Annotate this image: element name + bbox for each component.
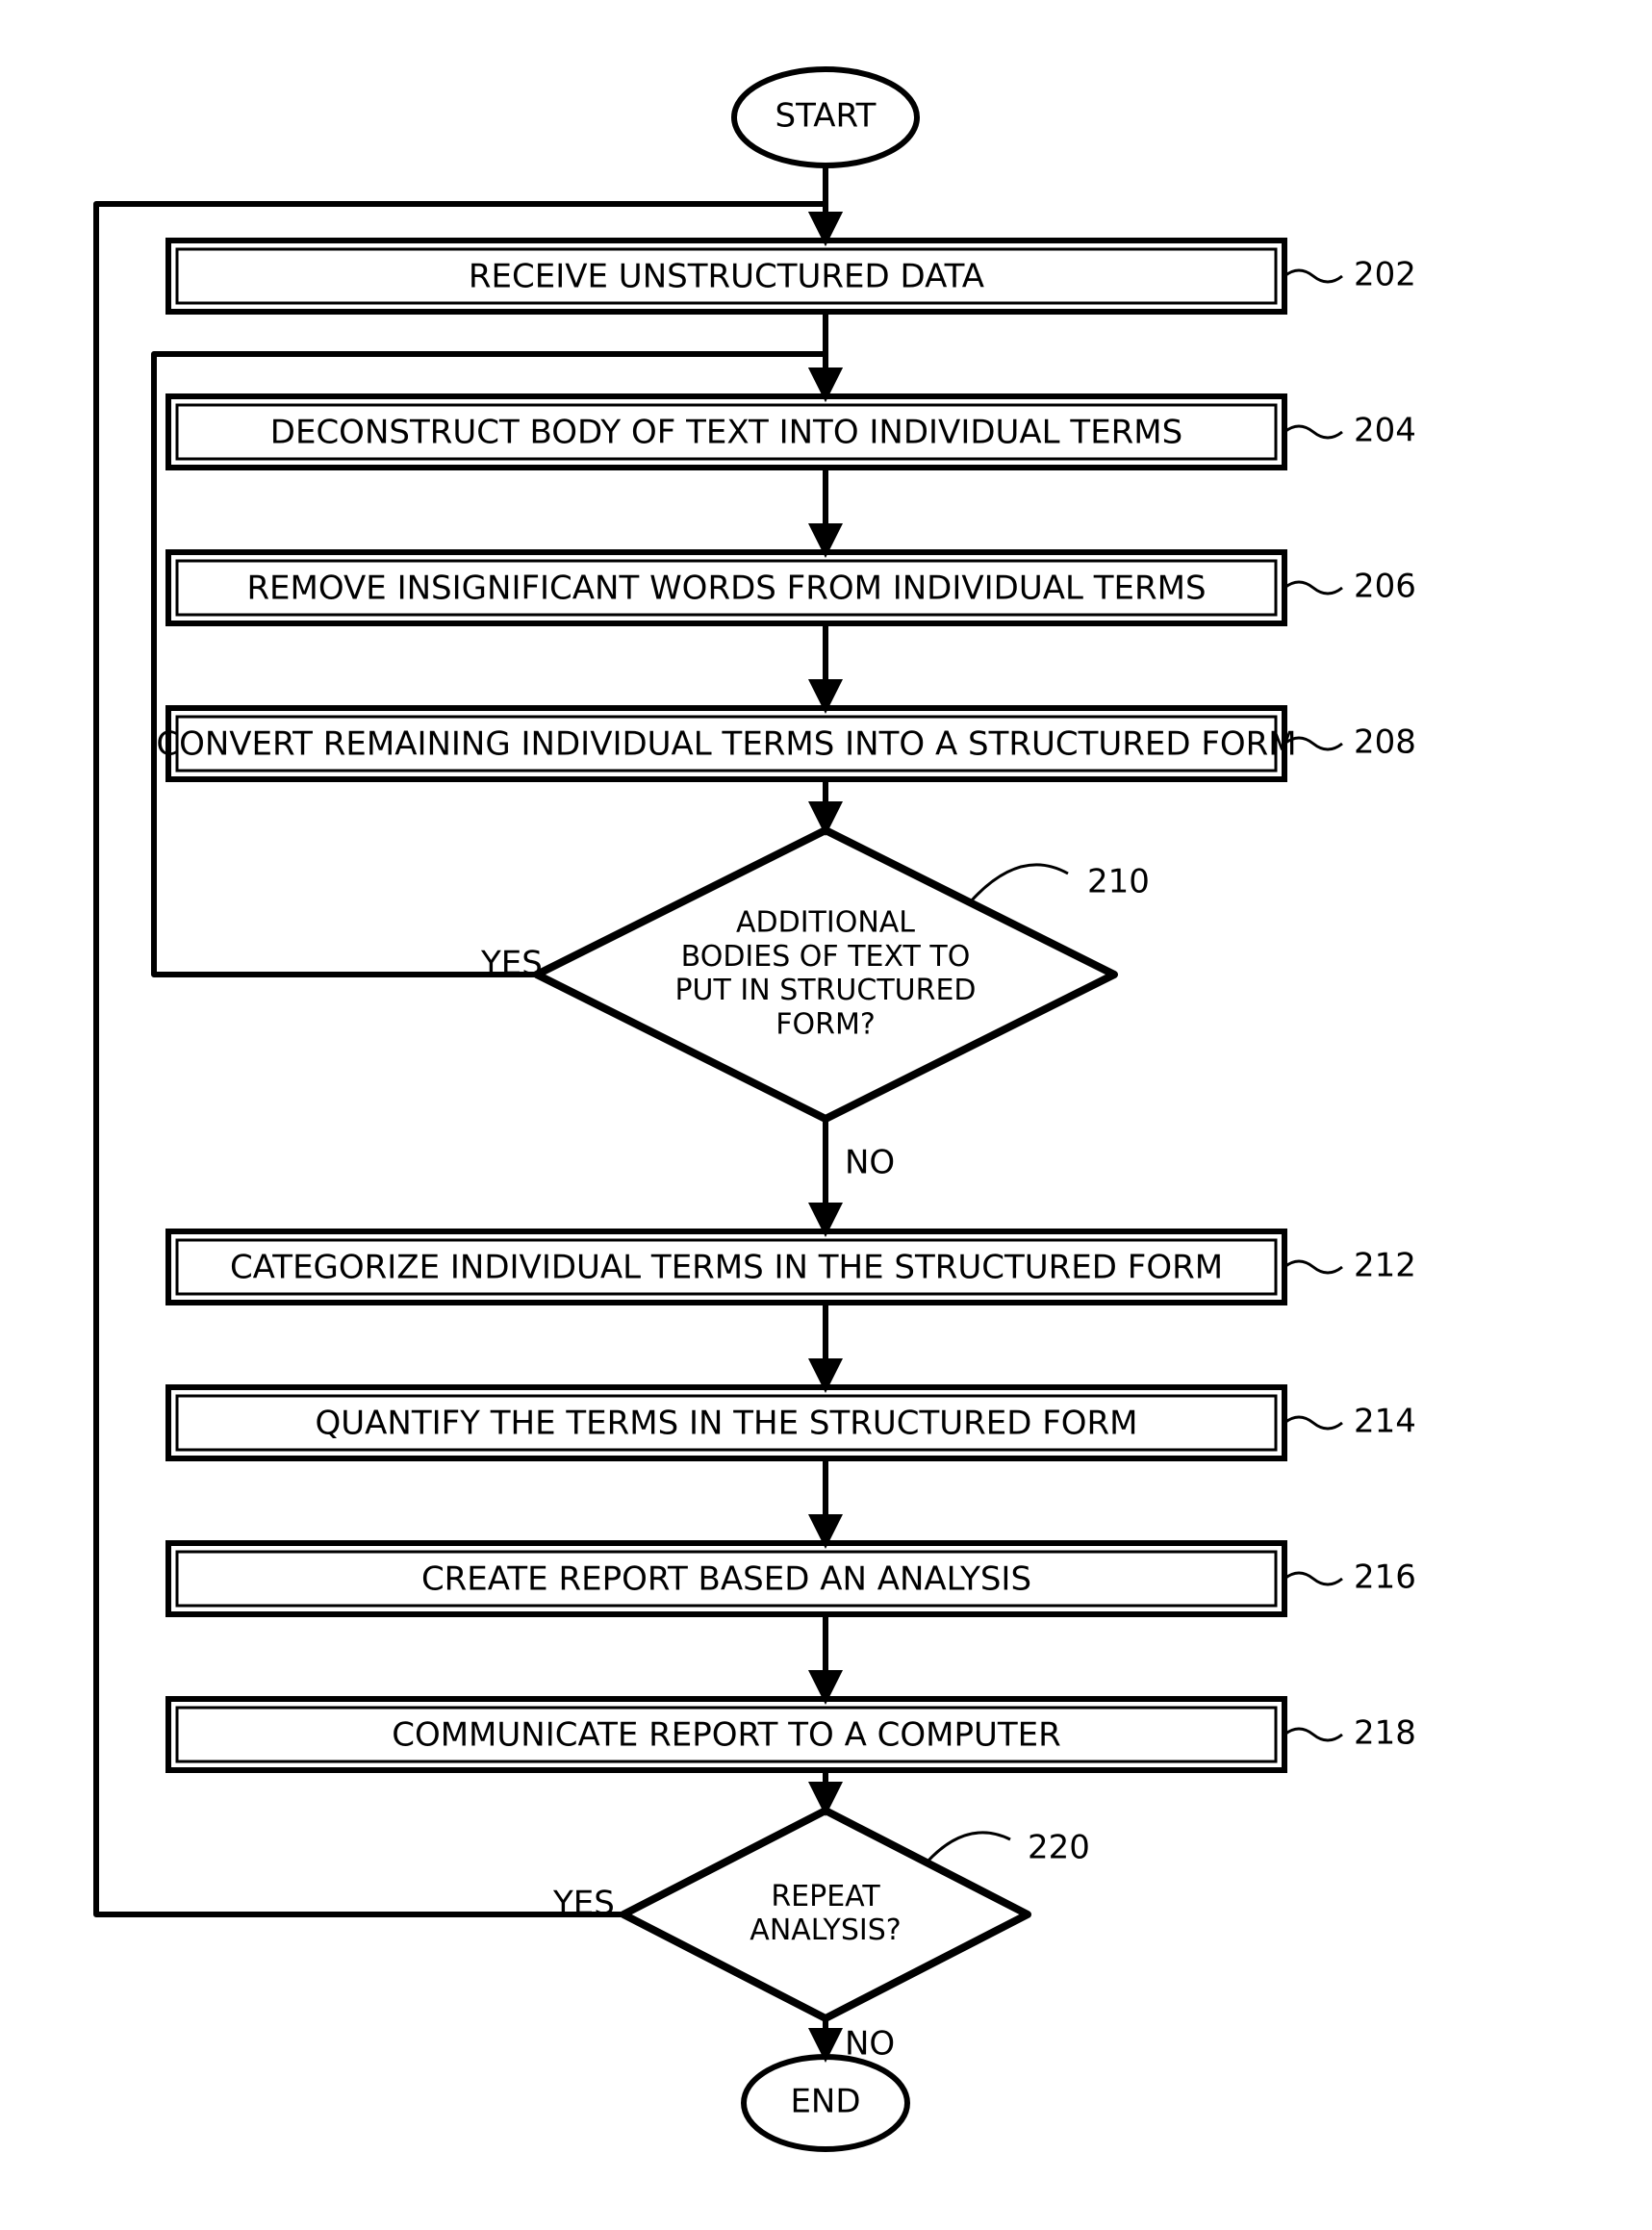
ref-leader <box>1284 1417 1342 1429</box>
ref-leader <box>1284 1261 1342 1273</box>
ref-leader <box>1284 426 1342 438</box>
svg-text:202: 202 <box>1354 256 1416 294</box>
svg-text:216: 216 <box>1354 1558 1416 1597</box>
svg-text:DECONSTRUCT BODY OF TEXT INTO: DECONSTRUCT BODY OF TEXT INTO INDIVIDUAL… <box>270 414 1182 452</box>
svg-text:REPEAT: REPEAT <box>771 1880 880 1913</box>
svg-text:218: 218 <box>1354 1714 1416 1753</box>
flowchart-container: START END RECEIVE UNSTRUCTURED DATA DECONST… <box>0 0 1652 2230</box>
svg-text:210: 210 <box>1087 863 1150 901</box>
svg-text:214: 214 <box>1354 1403 1416 1441</box>
svg-text:220: 220 <box>1028 1829 1090 1867</box>
ref-leader <box>927 1833 1010 1863</box>
svg-text:REMOVE INSIGNIFICANT WORDS FRO: REMOVE INSIGNIFICANT WORDS FROM INDIVIDU… <box>246 570 1206 608</box>
svg-text:208: 208 <box>1354 723 1416 762</box>
svg-text:CATEGORIZE INDIVIDUAL TERMS IN: CATEGORIZE INDIVIDUAL TERMS IN THE STRUC… <box>230 1249 1223 1287</box>
svg-text:BODIES OF TEXT TO: BODIES OF TEXT TO <box>681 940 971 974</box>
svg-text:NO: NO <box>845 1144 895 1182</box>
svg-text:FORM?: FORM? <box>775 1008 876 1042</box>
ref-leader <box>1284 582 1342 594</box>
svg-text:RECEIVE UNSTRUCTURED DATA: RECEIVE UNSTRUCTURED DATA <box>469 258 984 296</box>
svg-text:204: 204 <box>1354 412 1416 450</box>
svg-text:NO: NO <box>845 2025 895 2064</box>
svg-text:END: END <box>790 2083 860 2121</box>
svg-text:START: START <box>775 97 877 136</box>
svg-text:YES: YES <box>552 1885 615 1923</box>
svg-text:COMMUNICATE REPORT TO A COMPUT: COMMUNICATE REPORT TO A COMPUTER <box>392 1716 1061 1755</box>
svg-text:QUANTIFY THE TERMS IN THE STRU: QUANTIFY THE TERMS IN THE STRUCTURED FOR… <box>315 1405 1137 1443</box>
svg-text:ANALYSIS?: ANALYSIS? <box>750 1913 901 1947</box>
svg-text:ADDITIONAL: ADDITIONAL <box>736 905 915 939</box>
ref-leader <box>1284 1729 1342 1740</box>
svg-text:CREATE REPORT BASED AN ANALYSI: CREATE REPORT BASED AN ANALYSIS <box>421 1560 1031 1599</box>
ref-leader <box>970 865 1068 902</box>
flowchart-svg: START END RECEIVE UNSTRUCTURED DATA DECONST… <box>0 0 1652 2225</box>
ref-leader <box>1284 270 1342 282</box>
svg-text:CONVERT REMAINING INDIVIDUAL T: CONVERT REMAINING INDIVIDUAL TERMS INTO … <box>156 725 1296 764</box>
ref-leader <box>1284 1573 1342 1584</box>
svg-text:206: 206 <box>1354 568 1416 606</box>
svg-text:212: 212 <box>1354 1247 1416 1285</box>
svg-text:YES: YES <box>480 945 543 983</box>
svg-text:PUT IN STRUCTURED: PUT IN STRUCTURED <box>674 974 976 1007</box>
